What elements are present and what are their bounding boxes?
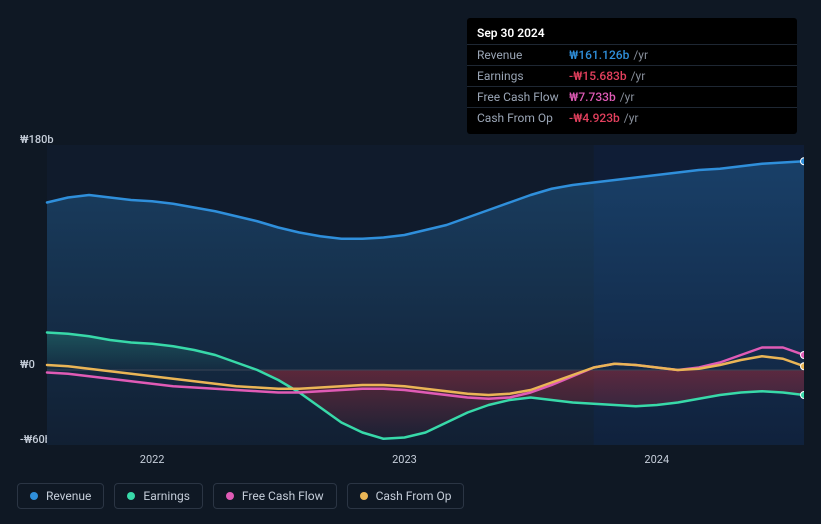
tooltip-metric-label: Cash From Op xyxy=(477,111,569,125)
tooltip-row: Cash From Op -₩4.923b /yr xyxy=(467,107,797,128)
chart-area[interactable] xyxy=(17,145,804,445)
legend-label: Free Cash Flow xyxy=(242,489,324,503)
tooltip-row: Revenue ₩161.126b /yr xyxy=(467,44,797,65)
legend-item[interactable]: Free Cash Flow xyxy=(213,483,337,509)
tooltip-metric-value: ₩7.733b xyxy=(569,90,616,104)
tooltip-metric-value: -₩4.923b xyxy=(569,111,620,125)
tooltip-metric-label: Free Cash Flow xyxy=(477,90,569,104)
tooltip-suffix: /yr xyxy=(631,69,646,83)
legend-label: Cash From Op xyxy=(376,489,452,503)
legend-dot-icon xyxy=(226,492,234,500)
legend-dot-icon xyxy=(360,492,368,500)
legend-dot-icon xyxy=(30,492,38,500)
tooltip-row: Earnings -₩15.683b /yr xyxy=(467,65,797,86)
tooltip-metric-value: ₩161.126b xyxy=(569,48,629,62)
tooltip-suffix: /yr xyxy=(624,111,639,125)
x-axis-label: 2023 xyxy=(392,453,417,466)
x-axis-label: 2022 xyxy=(140,453,165,466)
x-axis-label: 2024 xyxy=(644,453,669,466)
legend-label: Revenue xyxy=(46,489,91,503)
legend-dot-icon xyxy=(127,492,135,500)
legend-item[interactable]: Earnings xyxy=(114,483,203,509)
tooltip-metric-value: -₩15.683b xyxy=(569,69,627,83)
tooltip-metric-label: Earnings xyxy=(477,69,569,83)
tooltip-suffix: /yr xyxy=(633,48,648,62)
data-tooltip: Sep 30 2024 Revenue ₩161.126b /yr Earnin… xyxy=(467,18,797,134)
legend-item[interactable]: Revenue xyxy=(17,483,104,509)
legend-item[interactable]: Cash From Op xyxy=(347,483,465,509)
legend: Revenue Earnings Free Cash Flow Cash From O… xyxy=(17,483,464,509)
tooltip-suffix: /yr xyxy=(620,90,635,104)
tooltip-row: Free Cash Flow ₩7.733b /yr xyxy=(467,86,797,107)
tooltip-date: Sep 30 2024 xyxy=(467,24,797,44)
legend-label: Earnings xyxy=(143,489,190,503)
tooltip-metric-label: Revenue xyxy=(477,48,569,62)
